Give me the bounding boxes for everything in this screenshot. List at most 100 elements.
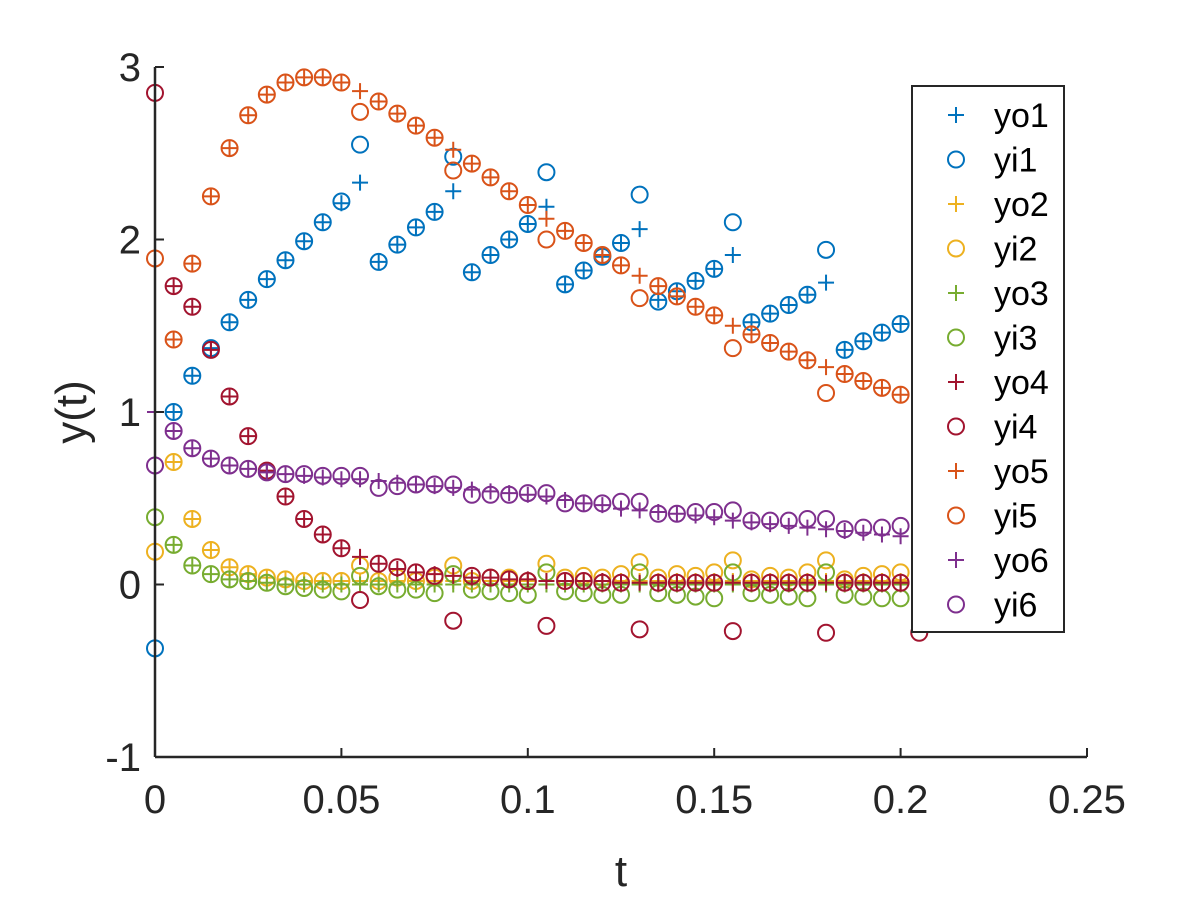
legend-label: yo5 xyxy=(994,453,1049,491)
yi5-point xyxy=(295,68,314,87)
yo6-point xyxy=(352,471,369,488)
yo5-point xyxy=(221,140,238,157)
yi5-point xyxy=(835,365,854,384)
legend-label: yi5 xyxy=(994,498,1037,536)
yi6-point xyxy=(723,501,742,520)
yo5-point xyxy=(352,83,369,100)
yi1-point xyxy=(761,304,780,323)
yo1-point xyxy=(296,233,313,250)
yo1-point xyxy=(240,291,257,308)
yi3-point xyxy=(164,535,183,554)
yi1-point xyxy=(705,259,724,278)
yi2-point xyxy=(183,509,202,528)
legend-label: yo4 xyxy=(994,364,1049,402)
yi3-point xyxy=(369,577,388,596)
yi1-point xyxy=(556,275,575,294)
yi1-point xyxy=(295,232,314,251)
legend-item-yi1: yi1 xyxy=(947,142,1037,180)
yo1-point xyxy=(370,253,387,270)
yi4-point xyxy=(500,570,519,589)
x-tick-label: 0.2 xyxy=(873,778,929,822)
yi4-point xyxy=(556,572,575,591)
yo6-point xyxy=(482,483,499,500)
legend-marker xyxy=(948,552,964,568)
yo4-point xyxy=(575,573,592,590)
yi4-point xyxy=(761,573,780,592)
legend-label: yo6 xyxy=(994,542,1049,580)
yo5-point xyxy=(743,326,760,343)
yi6-point xyxy=(239,459,258,478)
yo4-point xyxy=(818,574,835,591)
yo1-point xyxy=(165,404,182,420)
yo5-point xyxy=(426,129,443,146)
yo6-point xyxy=(538,488,555,505)
yi3-point xyxy=(276,577,295,596)
yi1-point xyxy=(462,263,481,282)
yi1-point xyxy=(891,315,910,334)
yi6-point xyxy=(444,475,463,494)
yo6-point xyxy=(445,479,462,496)
yi4-point xyxy=(891,573,910,592)
legend-box xyxy=(911,85,1065,633)
yi1-point xyxy=(872,323,891,342)
yi6-point xyxy=(295,465,314,484)
yo6-point xyxy=(557,491,574,508)
yi5-point xyxy=(817,384,836,403)
yo5-point xyxy=(333,74,350,91)
x-ticks: 0 0.05 0.1 0.15 0.2 0.25 xyxy=(144,748,1126,822)
yi5-point xyxy=(406,116,425,135)
x-tick-label: 0.15 xyxy=(675,778,753,822)
yi5-point xyxy=(481,168,500,187)
yi1-point xyxy=(313,213,332,232)
yi5-point xyxy=(462,154,481,173)
yo5-point xyxy=(296,69,313,86)
yo4-point xyxy=(277,488,294,505)
yo5-point xyxy=(873,379,890,396)
yi6-point xyxy=(761,511,780,530)
yi5-point xyxy=(779,342,798,361)
yi6-point xyxy=(332,466,351,485)
yi6-point xyxy=(276,465,295,484)
yo5-point xyxy=(389,105,406,122)
yi5-point xyxy=(239,106,258,125)
yo4-point xyxy=(370,555,387,572)
legend-label: yo2 xyxy=(994,186,1049,224)
yo5-point xyxy=(650,278,667,295)
yi5-point xyxy=(593,246,612,265)
yi6-point xyxy=(798,509,817,528)
yi5-point xyxy=(369,92,388,111)
yi5-point xyxy=(667,287,686,306)
yi6-point xyxy=(220,456,239,475)
series-yi5 xyxy=(146,68,910,404)
yo5-point xyxy=(687,298,704,315)
yo2-point xyxy=(202,542,219,558)
yi1-point xyxy=(276,251,295,270)
yo6-point xyxy=(277,466,294,483)
legend-item-yo1: yo1 xyxy=(948,97,1049,135)
yo6-point xyxy=(240,460,257,477)
legend-marker xyxy=(947,239,965,258)
yo1-point xyxy=(482,247,499,264)
yo5-point xyxy=(184,255,201,272)
yi6-point xyxy=(164,421,183,440)
yo5-point xyxy=(836,366,853,383)
yo1-point xyxy=(407,219,424,236)
yo5-point xyxy=(724,317,741,334)
yi5-point xyxy=(574,233,593,252)
yo6-point xyxy=(202,450,219,467)
yi6-point xyxy=(462,485,481,504)
series-yi6 xyxy=(146,421,910,539)
yi4-point xyxy=(630,620,649,639)
yi4-point xyxy=(369,554,388,573)
yo4-point xyxy=(240,428,257,445)
yi4-point xyxy=(481,568,500,587)
yo4-point xyxy=(482,569,499,586)
yi1-point xyxy=(220,313,239,332)
yi5-point xyxy=(798,351,817,370)
yo1-point xyxy=(519,215,536,232)
yo4-point xyxy=(557,573,574,590)
yo3-point xyxy=(165,536,182,553)
yi3-point xyxy=(351,566,370,585)
yo5-point xyxy=(445,141,462,158)
yi5-point xyxy=(705,306,724,325)
